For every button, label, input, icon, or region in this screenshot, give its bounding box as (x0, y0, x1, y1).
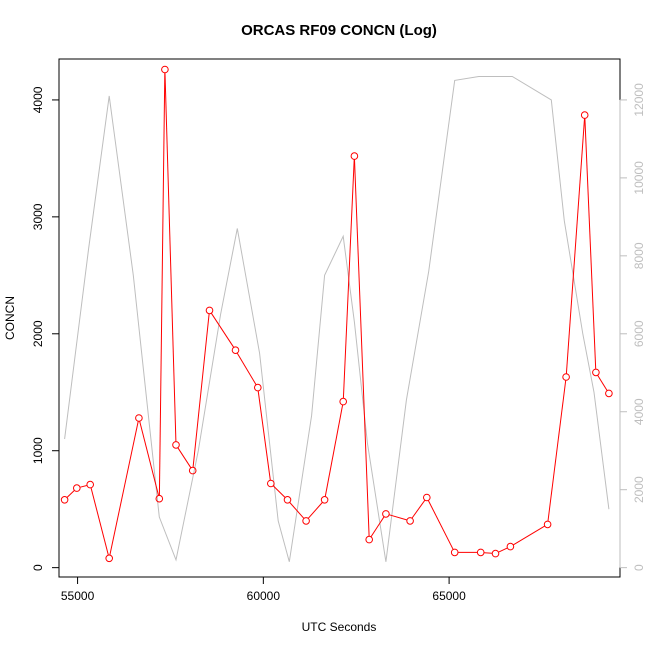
data-point (605, 389, 613, 398)
primary-series-segment (427, 500, 454, 550)
primary-series-segment (177, 447, 192, 468)
data-point (172, 441, 180, 449)
primary-series-segment (109, 421, 139, 556)
data-point (205, 306, 214, 315)
x-tick-label: 60000 (247, 589, 281, 603)
primary-series-segment (411, 500, 426, 519)
x-tick-label: 65000 (432, 589, 466, 603)
data-point (476, 548, 485, 557)
data-point (253, 383, 262, 392)
y-tick-label: 4000 (31, 86, 45, 113)
primary-series-segment (192, 313, 210, 468)
primary-series-segment (354, 159, 370, 537)
primary-series-segment (210, 313, 235, 348)
y-axis-right: 0 2000 4000 6000 8000 10000 12000 (619, 83, 646, 571)
primary-series-segment (66, 490, 75, 498)
data-point (350, 152, 359, 160)
data-point (543, 520, 552, 529)
primary-series-segment (565, 118, 585, 374)
data-point (592, 368, 600, 377)
primary-series-segment (498, 547, 508, 553)
secondary-series (64, 76, 610, 562)
data-point (231, 346, 240, 355)
y2-tick-label: 2000 (632, 476, 646, 503)
primary-series-segment (370, 516, 385, 537)
primary-series-segment (547, 380, 567, 521)
y2-tick-label: 0 (632, 564, 646, 571)
primary-series-segment (342, 159, 355, 399)
data-point (562, 373, 570, 381)
data-point (491, 549, 500, 558)
data-point (161, 65, 169, 74)
primary-series-segment (513, 525, 545, 546)
primary-series-segment (584, 118, 597, 369)
data-point (135, 414, 143, 422)
data-point (450, 548, 459, 557)
primary-series-segment (324, 404, 344, 497)
primary-series-segment (90, 487, 109, 556)
primary-series-segment (257, 390, 271, 481)
data-point (506, 542, 515, 551)
y2-tick-label: 4000 (632, 398, 646, 425)
x-axis-label: UTC Seconds (302, 620, 377, 634)
primary-series-segment (139, 421, 159, 496)
y-tick-label: 2000 (31, 320, 45, 347)
data-point (339, 397, 348, 406)
data-point (423, 493, 431, 502)
data-point (86, 480, 94, 489)
primary-series-segment (289, 502, 305, 519)
primary-series-segment (597, 375, 608, 391)
data-point (283, 496, 292, 504)
x-tick-label: 55000 (61, 589, 95, 603)
y-axis-left: 0 1000 2000 3000 4000 (31, 86, 60, 571)
data-point (320, 496, 329, 504)
y2-tick-label: 12000 (632, 83, 646, 117)
y2-tick-label: 8000 (632, 242, 646, 269)
data-point (406, 517, 414, 525)
data-point (155, 494, 164, 503)
data-point (365, 535, 374, 544)
y2-tick-label: 10000 (632, 161, 646, 195)
primary-series-segment (272, 485, 286, 498)
chart-title: ORCAS RF09 CONCN (Log) (241, 22, 437, 39)
primary-series-segment (80, 485, 87, 488)
data-point (105, 554, 113, 563)
data-point (188, 466, 197, 475)
data-point (302, 517, 310, 525)
primary-series-segment (308, 502, 323, 519)
data-point (73, 484, 81, 492)
primary-series (60, 65, 613, 563)
y-tick-label: 1000 (31, 437, 45, 464)
secondary-series-line (64, 76, 610, 562)
primary-series-segment (389, 514, 407, 521)
primary-series-segment (236, 352, 257, 385)
data-point (267, 479, 275, 488)
primary-series-segment (484, 552, 493, 554)
primary-series-segment (164, 72, 177, 442)
plot-area (58, 58, 621, 578)
y-tick-label: 3000 (31, 203, 45, 230)
data-point (580, 111, 589, 119)
data-point (382, 510, 390, 518)
y2-tick-label: 6000 (632, 320, 646, 347)
data-point (60, 496, 69, 504)
primary-series-segment (158, 72, 166, 496)
y-tick-label: 0 (31, 564, 45, 571)
x-axis: 55000 60000 65000 (61, 576, 466, 603)
y-axis-label: CONCN (3, 296, 17, 340)
